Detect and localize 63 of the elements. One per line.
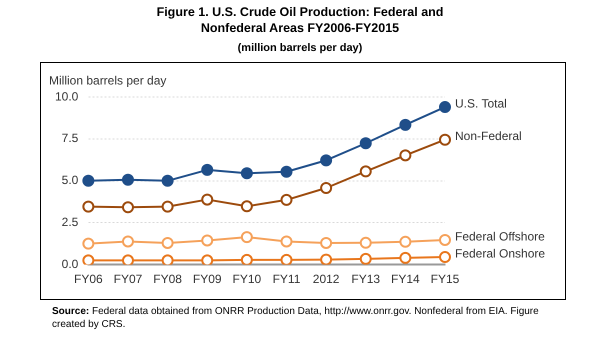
point	[201, 164, 214, 176]
point	[162, 236, 174, 249]
x-tick-label: FY14	[391, 272, 420, 286]
point	[122, 201, 134, 214]
x-tick-label: FY08	[153, 272, 182, 286]
chart-title: Figure 1. U.S. Crude Oil Production: Federal and Nonfederal Areas FY2006-FY2015	[156, 4, 444, 36]
point	[439, 101, 451, 114]
point	[122, 254, 134, 265]
point	[201, 234, 214, 246]
point	[240, 200, 253, 212]
point	[240, 167, 253, 180]
point	[162, 200, 174, 213]
source-note: Source: Federal data obtained from ONRR Production Data, http://www.onrr.gov. Nonfederal from EIA. Figure created by CRS.	[52, 305, 540, 331]
point	[82, 254, 94, 265]
point	[240, 231, 253, 244]
point	[439, 134, 451, 146]
point	[240, 254, 253, 265]
point	[439, 234, 451, 246]
x-tick-label: FY11	[272, 272, 301, 286]
point	[280, 235, 292, 248]
point	[439, 251, 451, 264]
point	[399, 149, 412, 162]
point	[360, 252, 372, 265]
point	[82, 174, 94, 187]
y-tick-label: 10.0	[54, 89, 79, 104]
series-label: U.S. Total	[455, 96, 507, 110]
point	[320, 254, 332, 265]
point	[399, 252, 412, 264]
y-tick-label: 0.0	[62, 256, 79, 271]
x-tick-label: FY10	[232, 272, 262, 286]
x-tick-label: FY13	[351, 272, 380, 286]
point	[280, 254, 292, 265]
point	[360, 137, 372, 150]
point	[162, 174, 174, 187]
point	[320, 154, 332, 166]
point	[360, 165, 372, 178]
point	[320, 236, 332, 249]
chart-subtitle: (million barrels per day)	[236, 42, 364, 54]
point	[399, 118, 412, 131]
x-tick-label: FY06	[74, 272, 104, 286]
point	[399, 236, 412, 248]
point	[320, 182, 332, 194]
point	[82, 200, 94, 213]
point	[360, 236, 372, 249]
x-tick-label: FY07	[114, 272, 143, 286]
point	[122, 235, 134, 248]
series-label: Non-Federal	[455, 129, 522, 144]
y-tick-label: 5.0	[62, 173, 79, 188]
point	[280, 166, 292, 178]
point	[201, 194, 214, 206]
series-label: Federal Offshore	[455, 229, 546, 244]
point	[122, 174, 134, 186]
x-tick-label: 2012	[312, 272, 340, 286]
point	[162, 254, 174, 265]
series-label: Federal Onshore	[455, 246, 546, 260]
x-tick-label: FY09	[192, 272, 222, 286]
y-tick-label: 7.5	[62, 131, 79, 146]
point	[82, 238, 94, 250]
y-tick-label: 2.5	[62, 215, 79, 230]
point	[280, 194, 292, 206]
x-tick-label: FY15	[430, 272, 460, 286]
point	[201, 254, 214, 265]
y-axis-title: Million barrels per day	[49, 73, 166, 88]
